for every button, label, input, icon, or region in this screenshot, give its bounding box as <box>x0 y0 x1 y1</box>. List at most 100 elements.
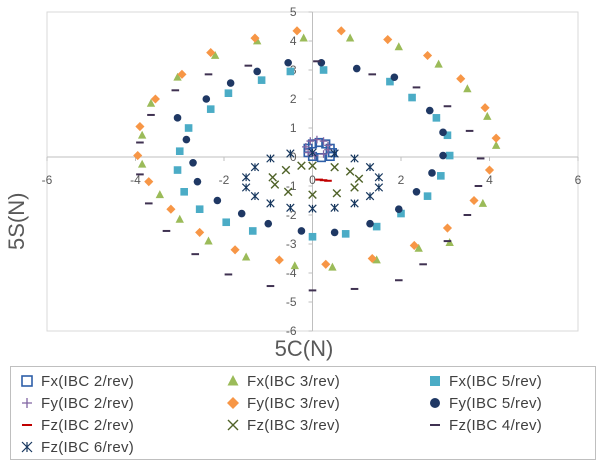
data-point <box>133 150 143 161</box>
data-point <box>137 130 147 139</box>
data-point <box>222 218 231 227</box>
data-point <box>308 148 317 157</box>
data-point <box>319 150 328 158</box>
data-point <box>319 66 328 74</box>
data-point <box>195 205 204 213</box>
legend-item: Fy(IBC 2/rev) <box>19 392 134 414</box>
data-point <box>290 261 299 270</box>
legend-label: Fz(IBC 3/rev) <box>247 416 341 434</box>
data-point <box>365 162 375 172</box>
data-point <box>463 84 472 93</box>
data-point <box>445 151 454 160</box>
data-point <box>182 135 191 144</box>
data-point <box>146 98 156 107</box>
y-tick-label: 4 <box>290 34 297 48</box>
data-point <box>257 76 266 84</box>
legend-marker-icon <box>430 376 440 386</box>
y-tick-label: -4 <box>286 266 297 280</box>
data-point <box>175 147 184 155</box>
data-point <box>297 227 306 235</box>
data-point <box>150 94 160 104</box>
data-point <box>286 149 295 158</box>
data-point <box>304 148 312 157</box>
data-point <box>284 58 292 67</box>
legend-marker-icon <box>227 419 239 431</box>
data-point <box>226 79 235 87</box>
data-point <box>166 204 176 214</box>
data-point <box>270 180 280 189</box>
data-point <box>237 209 246 218</box>
data-point <box>189 159 197 167</box>
legend-label: Fx(IBC 3/rev) <box>247 372 341 390</box>
data-point <box>383 34 393 45</box>
data-point <box>439 128 447 137</box>
data-point <box>341 230 350 238</box>
legend-label: Fy(IBC 3/rev) <box>247 394 341 412</box>
data-point <box>325 151 335 162</box>
data-point <box>230 245 240 255</box>
data-point <box>332 188 342 198</box>
legend-item: Fz(IBC 3/rev) <box>225 414 340 436</box>
series-6 <box>173 58 447 237</box>
data-point <box>177 69 187 79</box>
data-point <box>175 214 184 223</box>
legend-marker <box>430 376 440 386</box>
data-point <box>345 33 355 42</box>
legend-item: Fy(IBC 3/rev) <box>225 392 340 414</box>
data-point <box>412 188 421 196</box>
legend-marker-icon <box>21 441 33 453</box>
data-point <box>250 162 260 172</box>
data-point <box>317 58 326 67</box>
data-point <box>264 219 273 228</box>
data-point <box>299 33 308 42</box>
y-tick-label: 1 <box>290 121 297 135</box>
data-point <box>250 33 260 43</box>
data-point <box>286 67 295 76</box>
data-point <box>155 190 165 199</box>
data-point <box>352 64 361 73</box>
legend-marker <box>227 419 239 431</box>
data-point <box>204 236 213 245</box>
legend-marker-icon <box>21 375 33 387</box>
legend-marker <box>227 375 239 386</box>
series-5 <box>133 26 501 269</box>
legend-item: Fx(IBC 5/rev) <box>427 370 542 392</box>
data-point <box>313 135 321 144</box>
data-point <box>297 161 306 170</box>
data-point <box>286 203 295 212</box>
data-point <box>253 67 261 76</box>
legend-label: Fx(IBC 2/rev) <box>41 372 135 390</box>
data-point <box>306 137 315 145</box>
data-point <box>283 187 293 197</box>
y-tick-label: -3 <box>286 237 297 251</box>
data-point <box>394 205 403 213</box>
data-point <box>367 253 377 264</box>
data-point <box>308 204 317 213</box>
data-point <box>330 203 339 212</box>
data-point <box>330 228 339 237</box>
data-point <box>484 165 495 175</box>
data-point <box>350 154 359 163</box>
data-point <box>266 154 275 163</box>
data-point <box>274 255 284 265</box>
data-point <box>422 50 433 61</box>
legend-marker <box>430 398 440 408</box>
legend-label: Fz(IBC 6/rev) <box>41 438 135 456</box>
data-point <box>428 169 436 177</box>
data-point <box>414 243 423 252</box>
data-point <box>195 227 205 237</box>
legend-label: Fz(IBC 4/rev) <box>449 416 543 434</box>
legend-marker <box>22 398 32 408</box>
data-point <box>206 48 216 58</box>
data-point <box>372 222 381 231</box>
legend-label: Fz(IBC 2/rev) <box>41 416 135 434</box>
data-point <box>350 183 359 192</box>
x-axis-title: 5C(N) <box>274 336 334 361</box>
data-point <box>456 74 466 84</box>
x-tick-label: -6 <box>42 173 53 187</box>
data-point <box>144 177 154 187</box>
data-point <box>366 219 374 228</box>
data-point <box>478 198 488 207</box>
data-point <box>308 232 317 241</box>
x-tick-label: 0 <box>309 173 316 187</box>
